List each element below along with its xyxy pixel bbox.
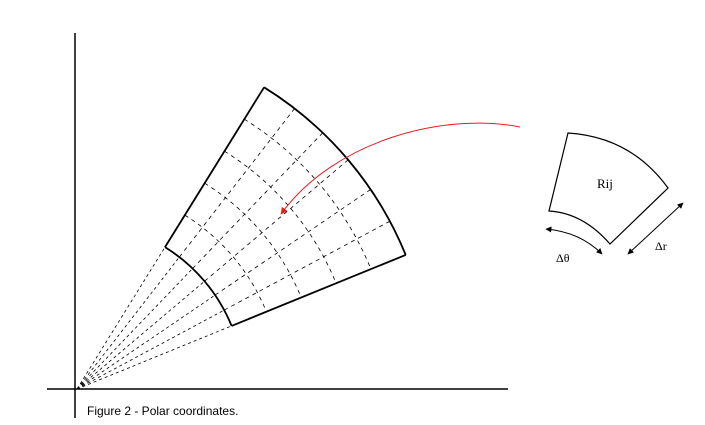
delta-r-arrow xyxy=(627,202,684,255)
radial-extension-line xyxy=(76,268,193,390)
cell-label: Rij xyxy=(597,176,613,191)
figure-caption: Figure 2 - Polar coordinates. xyxy=(87,404,239,418)
grid-arc-line xyxy=(204,182,302,298)
delta-r-label: Δr xyxy=(655,239,667,253)
cell-detail: Rij Δθ Δr xyxy=(545,132,684,265)
grid-arc-line xyxy=(224,150,337,284)
grid-arc-line xyxy=(184,214,267,312)
outer-arc xyxy=(263,86,407,256)
sector-left-edge xyxy=(164,86,265,248)
delta-theta-arrow xyxy=(545,226,603,255)
delta-theta-label: Δθ xyxy=(556,251,570,265)
grid-arc-line xyxy=(244,118,372,270)
cell-outline xyxy=(548,132,669,245)
grid-radial-line xyxy=(192,132,323,269)
radial-extension-line xyxy=(76,256,180,390)
radial-extension-lines xyxy=(76,246,232,390)
radial-extension-line xyxy=(76,309,225,390)
sector-grid-arcs xyxy=(184,118,372,312)
radial-extension-line xyxy=(76,246,166,390)
radial-extension-line xyxy=(76,280,205,390)
radial-extension-line xyxy=(76,294,216,390)
pointer-arrow xyxy=(280,122,521,215)
sector-right-edge xyxy=(231,254,407,327)
inner-arc xyxy=(164,246,233,327)
radial-extension-line xyxy=(76,325,232,390)
grid-radial-line xyxy=(224,220,391,311)
